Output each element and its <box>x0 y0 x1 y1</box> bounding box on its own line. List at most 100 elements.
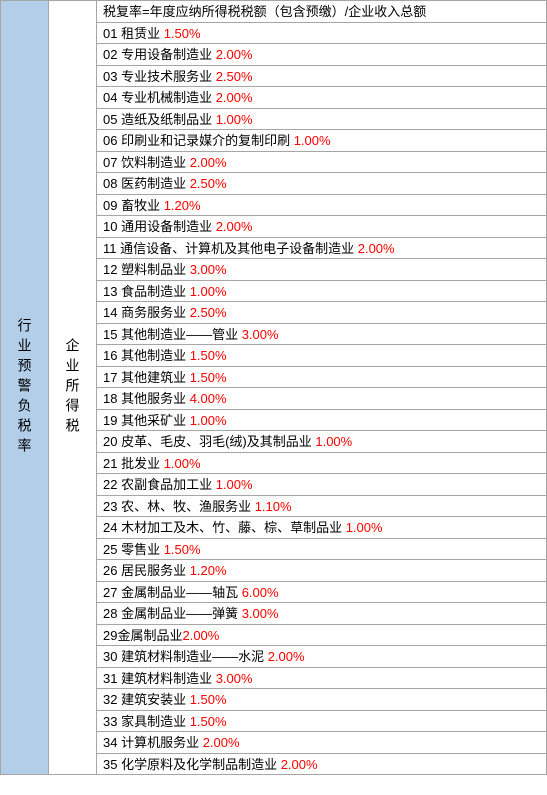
industry-name: 金属制品业——弹簧 <box>117 606 241 621</box>
industry-name: 专用设备制造业 <box>117 47 215 62</box>
industry-name: 建筑安装业 <box>117 692 189 707</box>
industry-name: 其他服务业 <box>117 391 189 406</box>
industry-name: 化学原料及化学制品制造业 <box>117 757 280 772</box>
table-row: 13 食品制造业 1.00% <box>97 281 547 303</box>
table-row: 02 专用设备制造业 2.00% <box>97 44 547 66</box>
table-row: 16 其他制造业 1.50% <box>97 345 547 367</box>
table-row: 07 饮料制造业 2.00% <box>97 152 547 174</box>
table-row: 24 木材加工及木、竹、藤、棕、草制品业 1.00% <box>97 517 547 539</box>
row-number: 34 <box>103 735 117 750</box>
row-number: 16 <box>103 348 117 363</box>
row-number: 26 <box>103 563 117 578</box>
row-number: 25 <box>103 542 117 557</box>
tax-rate: 2.00% <box>216 219 253 234</box>
tax-rate: 2.50% <box>190 176 227 191</box>
table-row: 06 印刷业和记录媒介的复制印刷 1.00% <box>97 130 547 152</box>
row-number: 31 <box>103 671 117 686</box>
tax-rate: 2.00% <box>281 757 318 772</box>
data-column: 税复率=年度应纳所得税税额（包含预缴）/企业收入总额 01 租赁业 1.50%0… <box>97 1 547 775</box>
row-number: 30 <box>103 649 117 664</box>
row-number: 18 <box>103 391 117 406</box>
row-number: 22 <box>103 477 117 492</box>
row-number: 23 <box>103 499 117 514</box>
row-number: 24 <box>103 520 117 535</box>
industry-name: 计算机服务业 <box>117 735 202 750</box>
table-row: 08 医药制造业 2.50% <box>97 173 547 195</box>
table-row: 14 商务服务业 2.50% <box>97 302 547 324</box>
table-row: 11 通信设备、计算机及其他电子设备制造业 2.00% <box>97 238 547 260</box>
table-row: 01 租赁业 1.50% <box>97 23 547 45</box>
industry-name: 畜牧业 <box>117 198 163 213</box>
tax-rate: 3.00% <box>190 262 227 277</box>
tax-rate: 1.10% <box>255 499 292 514</box>
left-header-cell: 行业预警负税率 <box>1 1 49 775</box>
tax-rate: 2.00% <box>216 90 253 105</box>
table-row: 28 金属制品业——弹簧 3.00% <box>97 603 547 625</box>
industry-name: 商务服务业 <box>117 305 189 320</box>
row-number: 05 <box>103 112 117 127</box>
row-number: 21 <box>103 456 117 471</box>
row-number: 03 <box>103 69 117 84</box>
tax-rate: 1.50% <box>190 714 227 729</box>
tax-rate: 2.50% <box>216 69 253 84</box>
tax-rate: 2.00% <box>203 735 240 750</box>
table-row: 32 建筑安装业 1.50% <box>97 689 547 711</box>
mid-header-label: 企业所得税 <box>66 338 80 438</box>
table-row: 22 农副食品加工业 1.00% <box>97 474 547 496</box>
table-row: 21 批发业 1.00% <box>97 453 547 475</box>
row-number: 27 <box>103 585 117 600</box>
industry-name: 农副食品加工业 <box>117 477 215 492</box>
industry-name: 皮革、毛皮、羽毛(绒)及其制品业 <box>117 434 315 449</box>
tax-rate: 2.00% <box>268 649 305 664</box>
row-number: 14 <box>103 305 117 320</box>
industry-name: 通用设备制造业 <box>117 219 215 234</box>
row-number: 33 <box>103 714 117 729</box>
tax-rate: 2.00% <box>216 47 253 62</box>
tax-rate: 6.00% <box>242 585 279 600</box>
table-row: 03 专业技术服务业 2.50% <box>97 66 547 88</box>
table-row: 25 零售业 1.50% <box>97 539 547 561</box>
table-row: 35 化学原料及化学制品制造业 2.00% <box>97 754 547 776</box>
table-row: 04 专业机械制造业 2.00% <box>97 87 547 109</box>
row-number: 12 <box>103 262 117 277</box>
tax-rate: 1.00% <box>190 413 227 428</box>
table-row: 34 计算机服务业 2.00% <box>97 732 547 754</box>
table-row: 17 其他建筑业 1.50% <box>97 367 547 389</box>
industry-name: 专业机械制造业 <box>117 90 215 105</box>
tax-rate: 1.00% <box>164 456 201 471</box>
industry-name: 木材加工及木、竹、藤、棕、草制品业 <box>117 520 345 535</box>
industry-name: 专业技术服务业 <box>117 69 215 84</box>
table-row: 30 建筑材料制造业——水泥 2.00% <box>97 646 547 668</box>
row-number: 02 <box>103 47 117 62</box>
table-row: 20 皮革、毛皮、羽毛(绒)及其制品业 1.00% <box>97 431 547 453</box>
row-number: 09 <box>103 198 117 213</box>
mid-header-cell: 企业所得税 <box>49 1 97 775</box>
industry-name: 租赁业 <box>117 26 163 41</box>
table-row: 33 家具制造业 1.50% <box>97 711 547 733</box>
left-header-label: 行业预警负税率 <box>18 318 32 458</box>
table-row: 15 其他制造业——管业 3.00% <box>97 324 547 346</box>
row-number: 17 <box>103 370 117 385</box>
table-row: 19 其他采矿业 1.00% <box>97 410 547 432</box>
tax-rate: 1.00% <box>216 112 253 127</box>
tax-rate: 1.00% <box>346 520 383 535</box>
tax-rate: 1.50% <box>164 26 201 41</box>
table-row: 12 塑料制品业 3.00% <box>97 259 547 281</box>
industry-name: 印刷业和记录媒介的复制印刷 <box>117 133 293 148</box>
industry-name: 建筑材料制造业 <box>117 671 215 686</box>
tax-rate: 3.00% <box>242 327 279 342</box>
industry-name: 金属制品业 <box>117 628 182 643</box>
row-number: 19 <box>103 413 117 428</box>
formula-row: 税复率=年度应纳所得税税额（包含预缴）/企业收入总额 <box>97 1 547 23</box>
table-row: 26 居民服务业 1.20% <box>97 560 547 582</box>
tax-rate: 1.50% <box>164 542 201 557</box>
table-row: 05 造纸及纸制品业 1.00% <box>97 109 547 131</box>
tax-rate: 2.00% <box>358 241 395 256</box>
industry-name: 通信设备、计算机及其他电子设备制造业 <box>117 241 358 256</box>
row-number: 20 <box>103 434 117 449</box>
industry-name: 食品制造业 <box>117 284 189 299</box>
tax-rate: 1.50% <box>190 692 227 707</box>
tax-rate: 1.00% <box>315 434 352 449</box>
row-number: 04 <box>103 90 117 105</box>
row-number: 15 <box>103 327 117 342</box>
